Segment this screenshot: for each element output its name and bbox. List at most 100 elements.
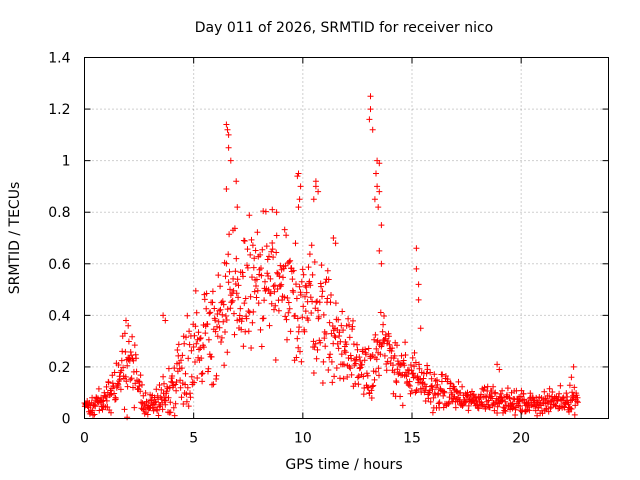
data-point [369, 383, 376, 390]
data-point [314, 298, 321, 305]
data-point [506, 395, 513, 402]
data-point [137, 372, 144, 379]
data-point [303, 284, 310, 291]
data-point [564, 393, 571, 400]
data-point [208, 353, 215, 360]
data-point [125, 356, 132, 363]
data-point [328, 358, 335, 365]
data-point [137, 388, 144, 395]
data-point [373, 356, 380, 363]
data-point [117, 376, 123, 383]
data-point [225, 144, 232, 151]
data-point [227, 286, 233, 293]
data-point [452, 404, 459, 411]
data-point [264, 270, 271, 277]
data-point [481, 384, 488, 391]
data-point [213, 372, 220, 379]
data-point [103, 394, 110, 401]
data-point [283, 232, 290, 239]
data-point [367, 106, 374, 113]
data-point [167, 409, 174, 416]
data-point [184, 312, 191, 319]
data-point [179, 352, 186, 359]
data-point [361, 357, 368, 364]
data-point [122, 348, 129, 355]
data-point [391, 369, 398, 376]
data-point [225, 131, 232, 138]
data-point [108, 409, 114, 416]
data-point [323, 330, 330, 337]
data-point [378, 222, 385, 229]
data-point [376, 188, 383, 195]
data-point [557, 382, 564, 389]
data-point [345, 315, 352, 322]
data-point [446, 399, 453, 406]
y-tick-label: 1.2 [48, 102, 70, 118]
data-point [343, 341, 350, 348]
data-point [124, 362, 131, 369]
data-point [405, 381, 412, 388]
data-point [200, 344, 207, 351]
data-point [285, 309, 292, 316]
data-point [247, 251, 254, 258]
data-point [431, 371, 438, 378]
data-point [369, 126, 376, 133]
y-tick-label: 0.6 [48, 257, 70, 273]
data-point [413, 245, 420, 252]
data-point [325, 367, 332, 373]
data-point [305, 264, 312, 271]
x-tick-label: 15 [403, 431, 421, 447]
data-point [222, 313, 229, 319]
data-point [301, 328, 308, 335]
data-point [407, 383, 413, 389]
data-point [318, 283, 325, 290]
data-point [462, 399, 469, 406]
data-point [319, 380, 326, 386]
data-point [518, 387, 525, 394]
data-point [260, 315, 267, 322]
data-point [178, 394, 185, 401]
data-point [294, 335, 301, 342]
data-point [436, 399, 443, 406]
data-point [373, 170, 379, 177]
data-point [305, 317, 312, 324]
data-point [257, 326, 264, 333]
data-point [263, 243, 270, 250]
data-point [218, 339, 224, 345]
data-point [236, 312, 243, 319]
data-point [238, 326, 245, 333]
data-point [124, 414, 131, 421]
data-point [249, 274, 255, 281]
data-point [314, 346, 321, 353]
data-point [298, 278, 305, 285]
data-point [526, 407, 533, 414]
data-point [364, 372, 371, 379]
data-point [389, 345, 396, 352]
data-point [306, 251, 313, 258]
data-point [335, 345, 342, 352]
data-point [229, 297, 236, 304]
data-point [376, 372, 382, 379]
data-point [182, 381, 189, 388]
data-point [381, 337, 388, 344]
data-point [103, 397, 110, 404]
data-point [357, 358, 364, 364]
data-point [198, 355, 205, 362]
data-point [161, 394, 168, 401]
data-point [258, 265, 264, 272]
data-point [227, 157, 234, 164]
data-point [377, 351, 384, 358]
data-point [222, 329, 228, 335]
data-point [326, 354, 333, 361]
data-point [273, 249, 280, 256]
data-point [393, 379, 400, 386]
data-point [374, 183, 381, 190]
data-point [226, 268, 233, 275]
data-point [568, 374, 575, 381]
data-point [289, 276, 296, 283]
data-point [86, 410, 93, 417]
data-point [373, 345, 380, 352]
data-point [197, 345, 204, 351]
data-point [384, 358, 391, 365]
data-point [366, 390, 373, 397]
